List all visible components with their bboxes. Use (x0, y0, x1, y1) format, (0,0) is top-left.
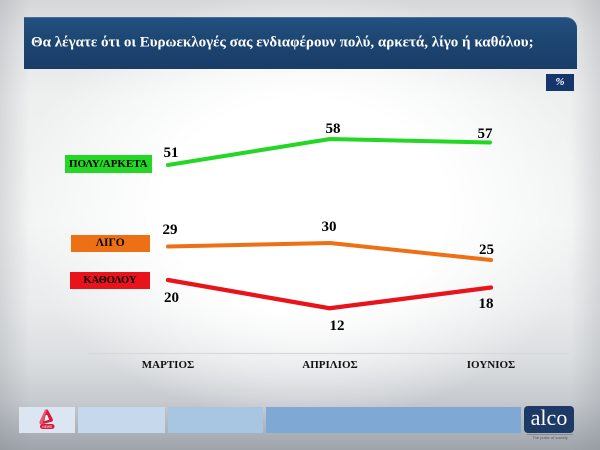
svg-text:NEWS: NEWS (42, 425, 52, 429)
